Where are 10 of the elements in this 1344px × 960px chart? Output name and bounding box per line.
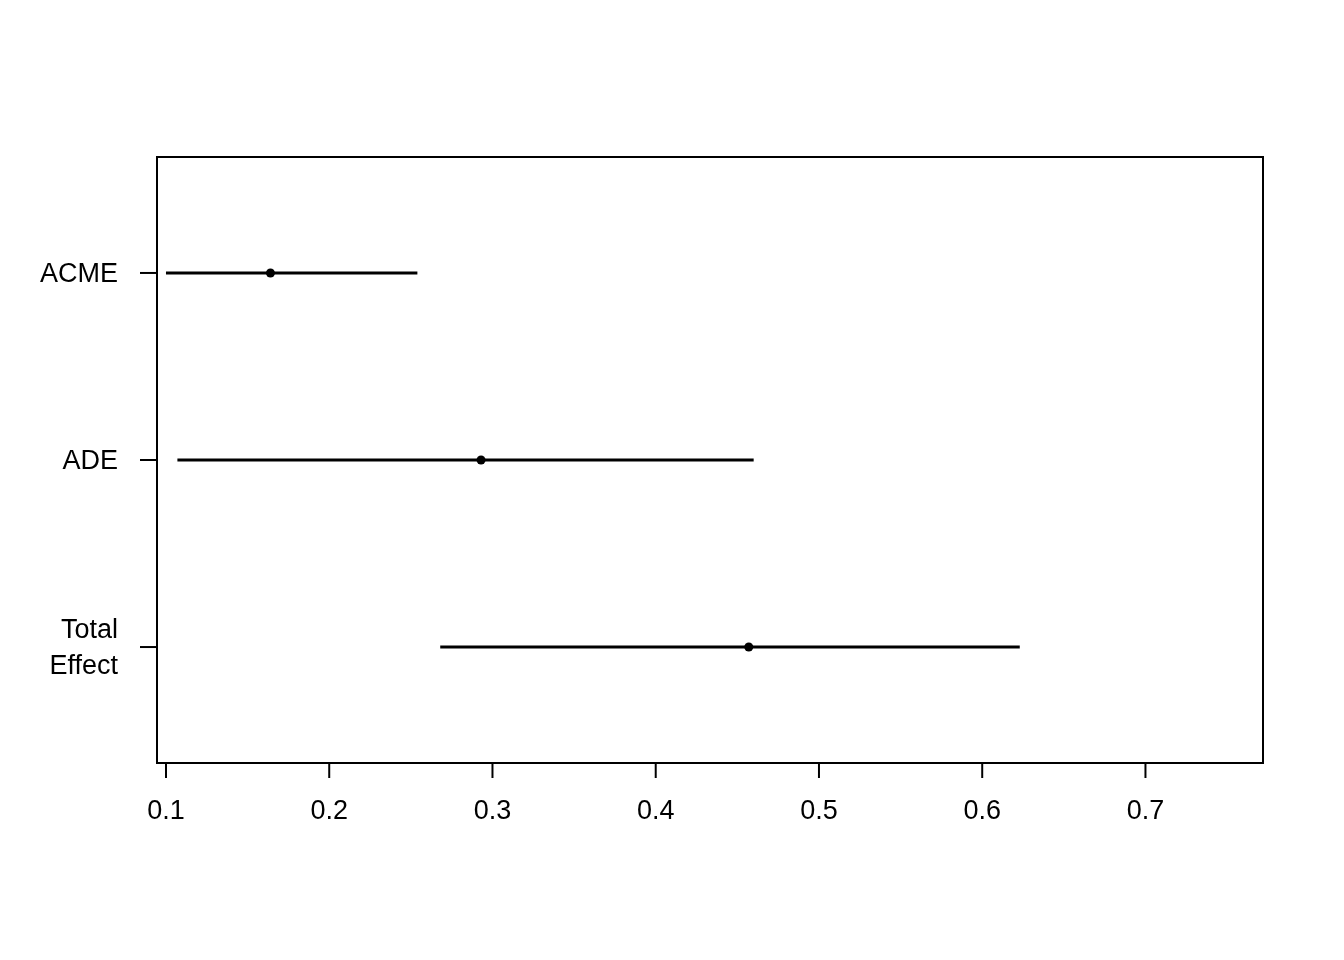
y-tick-label: ACME (39, 257, 118, 288)
x-tick-label: 0.3 (473, 795, 512, 826)
x-tick-label: 0.7 (1126, 795, 1165, 826)
x-tick-label: 0.1 (147, 795, 185, 826)
x-tick-label: 0.5 (800, 795, 838, 826)
x-tick-label: 0.6 (963, 795, 1001, 826)
x-tick-label: 0.2 (310, 795, 348, 826)
y-tick-label: ADE (62, 445, 118, 475)
y-tick-label: Total Effect (49, 614, 119, 681)
x-tick-label: 0.4 (636, 795, 675, 826)
